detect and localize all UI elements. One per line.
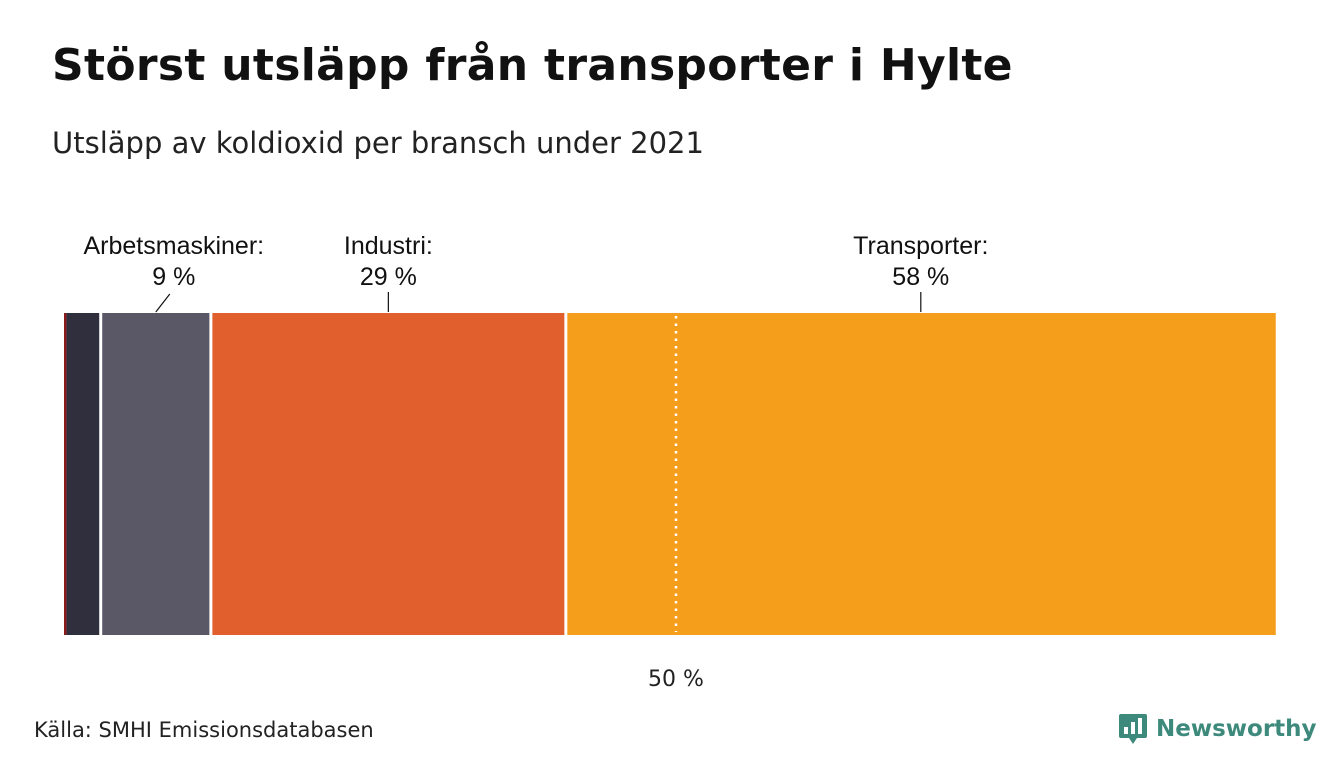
newsworthy-chart-logo-icon [1119, 714, 1147, 744]
segment-value-label: 29 % [360, 263, 417, 291]
segment-label: Transporter: [853, 232, 988, 260]
bar-segment-0 [64, 313, 67, 635]
newsworthy-brand: Newsworthy [1118, 712, 1317, 746]
source-note: Källa: SMHI Emissionsdatabasen [34, 718, 374, 742]
segment-value-label: 58 % [892, 263, 949, 291]
stacked-bar-chart: 50 % Arbetsmaskiner: 9 % Industri: 29 % Trans… [64, 232, 1276, 692]
label-leader-line [155, 293, 171, 313]
chart-title: Störst utsläpp från transporter i Hylte [52, 40, 1013, 91]
bar-segment-1 [66, 313, 101, 635]
brand-name: Newsworthy [1156, 716, 1317, 742]
bar-segment-3 [210, 313, 566, 635]
chart-subtitle: Utsläpp av koldioxid per bransch under 2… [52, 126, 704, 160]
segment-label: Industri: [344, 232, 433, 260]
segment-label: Arbetsmaskiner: [83, 232, 264, 260]
reference-line-label: 50 % [648, 667, 704, 692]
bar-segment-4 [565, 313, 1276, 635]
bar-segment-2 [100, 313, 211, 635]
segment-value-label: 9 % [152, 263, 195, 291]
